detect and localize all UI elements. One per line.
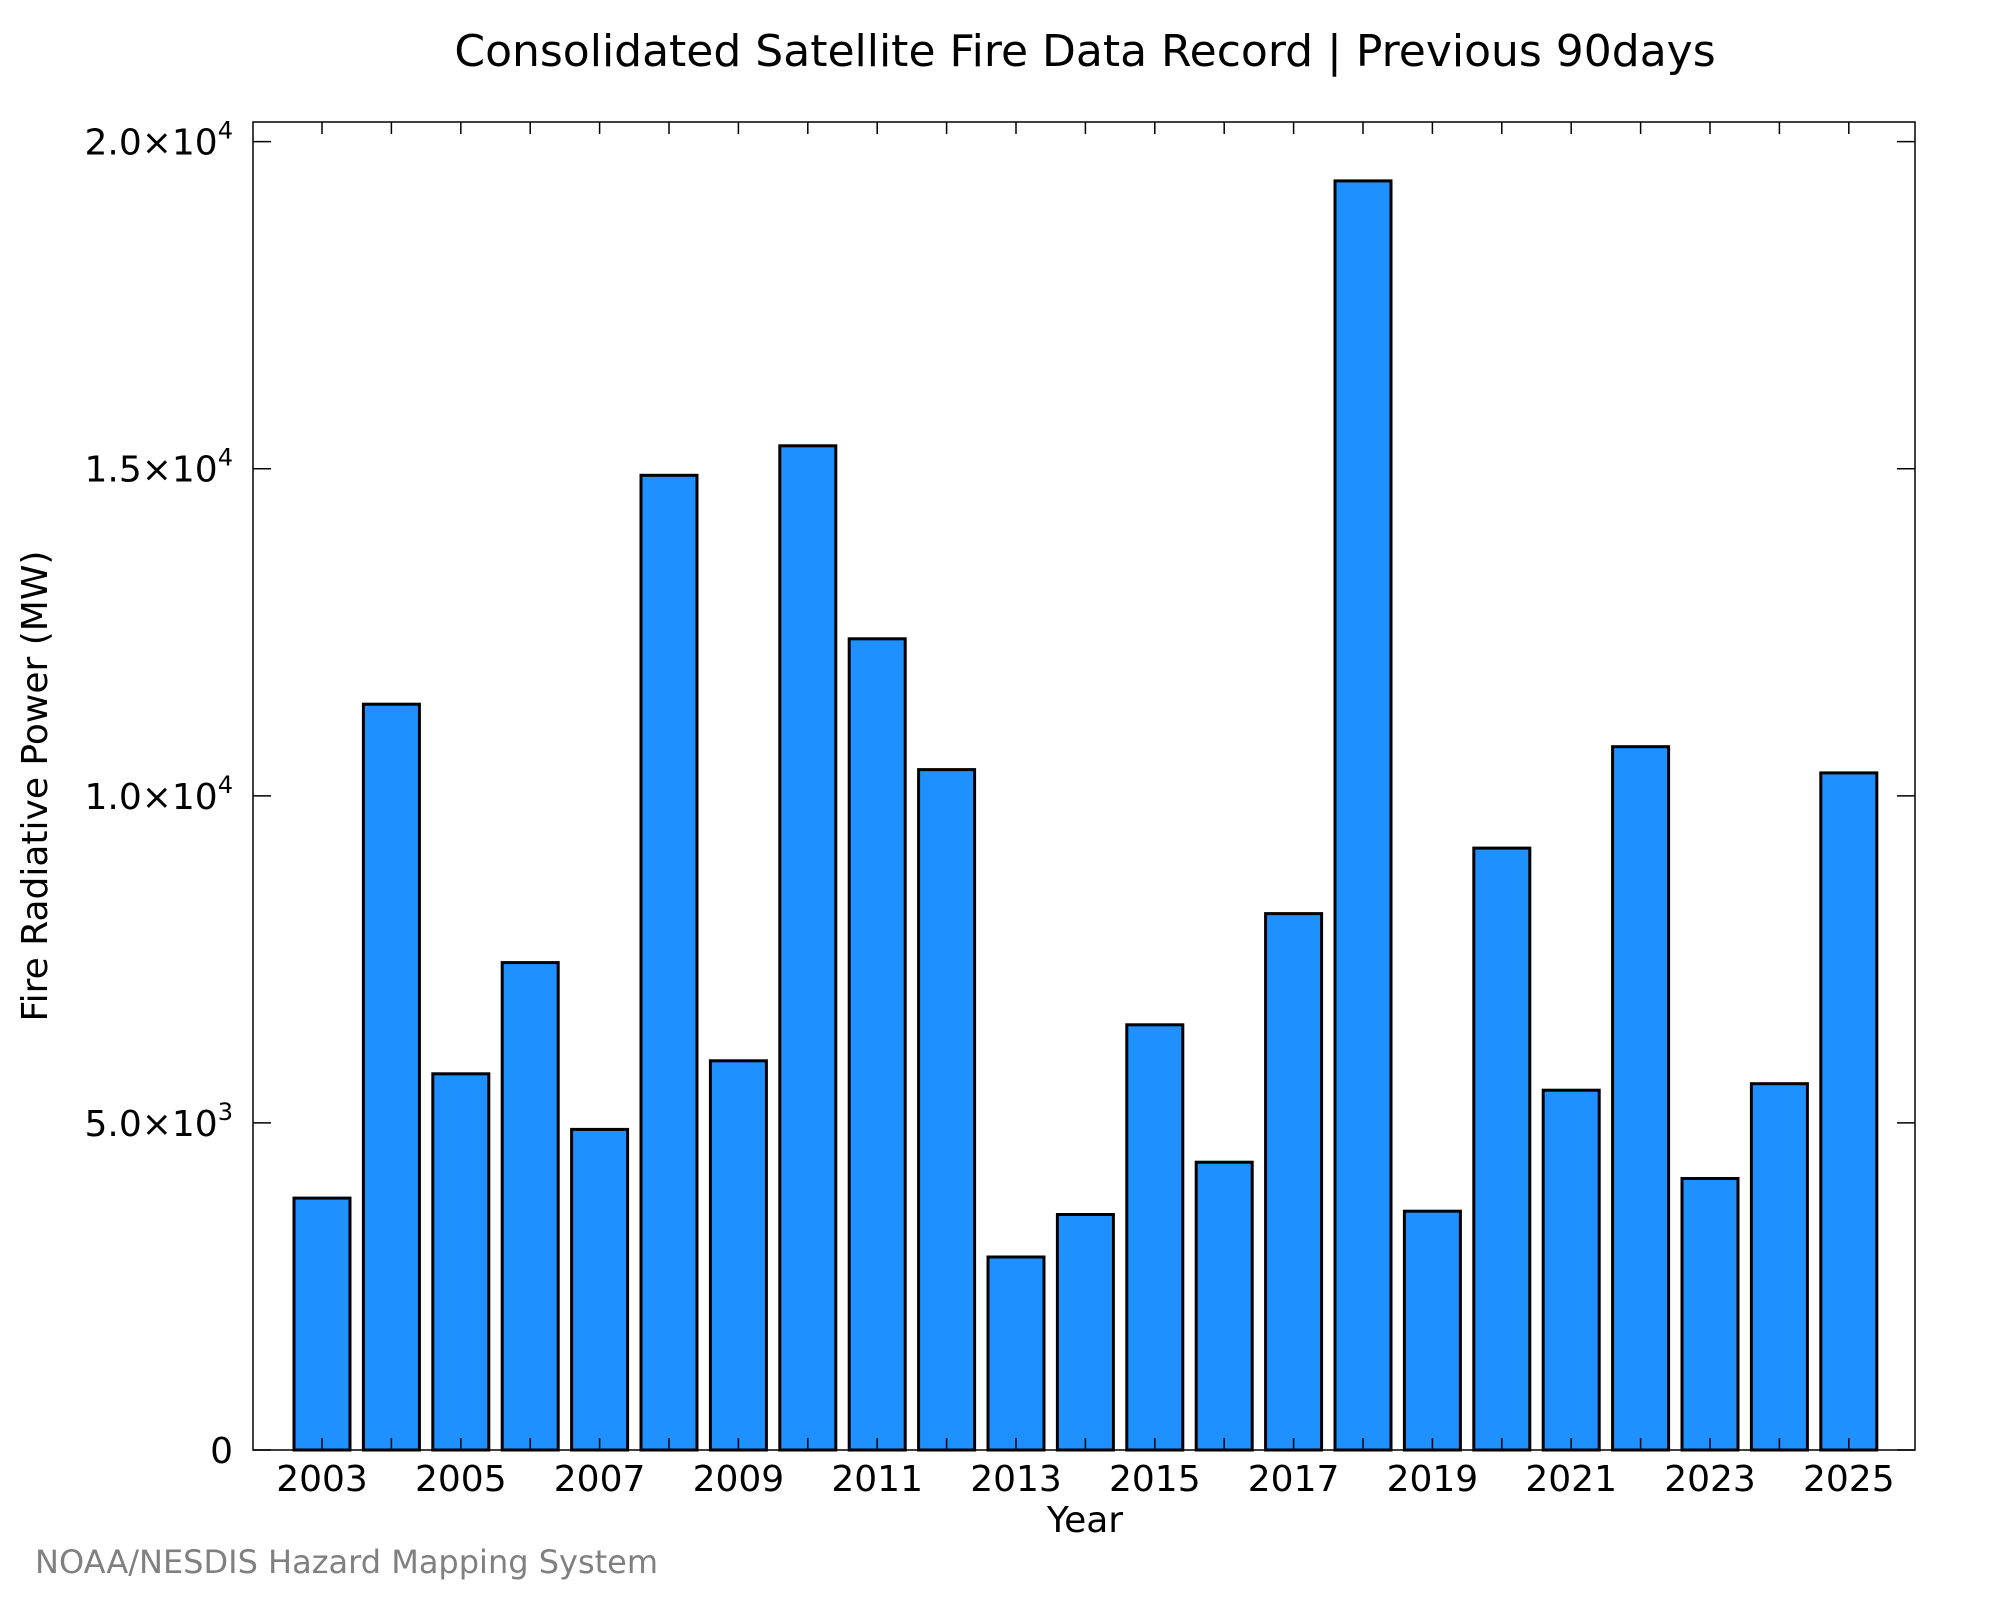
bar-2014: [1055, 1213, 1115, 1452]
x-ticks-group: 2003 2005 2007 2009 2011 2013 2015 2017 2019 2021…: [276, 122, 1895, 1500]
chart-title: Consolidated Satellite Fire Data Record …: [454, 26, 1715, 77]
bar-2023: [1680, 1177, 1740, 1452]
y-tick-mantissa-1: 5.0×10: [84, 1104, 217, 1145]
bar-2021: [1541, 1088, 1601, 1452]
x-tick-label-2025: 2025: [1803, 1459, 1895, 1500]
bar-2011: [847, 637, 907, 1452]
y-tick-mantissa-0: 0: [210, 1431, 233, 1472]
bar-2017: [1264, 912, 1324, 1452]
bar-2006: [500, 961, 560, 1452]
bar-2024: [1749, 1082, 1809, 1452]
bar-2008: [639, 473, 699, 1452]
y-tick-exponent-2: 4: [218, 771, 233, 799]
y-axis-label: Fire Radiative Power (MW): [15, 551, 56, 1022]
bar-2016: [1194, 1160, 1254, 1452]
x-tick-label-2005: 2005: [415, 1459, 507, 1500]
y-tick-mantissa-3: 1.5×10: [84, 450, 217, 491]
bar-2020: [1472, 846, 1532, 1452]
x-tick-label-2017: 2017: [1248, 1459, 1340, 1500]
bar-2010: [778, 444, 838, 1452]
y-tick-mantissa-4: 2.0×10: [84, 123, 217, 164]
y-tick-label-4: 2.0×104: [84, 117, 233, 164]
bar-2004: [361, 702, 421, 1452]
x-tick-label-2009: 2009: [693, 1459, 785, 1500]
y-tick-label-2: 1.0×104: [84, 771, 233, 818]
bar-2005: [431, 1072, 491, 1452]
bar-2009: [708, 1059, 768, 1452]
bar-2012: [917, 768, 977, 1452]
bar-2013: [986, 1255, 1046, 1452]
y-tick-exponent-3: 4: [218, 444, 233, 472]
bar-2003: [292, 1196, 352, 1452]
y-tick-label-0: 0: [210, 1431, 233, 1472]
bar-2019: [1402, 1209, 1462, 1452]
y-tick-mantissa-2: 1.0×10: [84, 777, 217, 818]
plot-frame: [252, 121, 1916, 1451]
x-tick-label-2007: 2007: [554, 1459, 646, 1500]
bar-2018: [1333, 179, 1393, 1452]
bar-2022: [1611, 745, 1671, 1452]
x-tick-label-2011: 2011: [831, 1459, 923, 1500]
y-tick-label-3: 1.5×104: [84, 444, 233, 491]
y-tick-exponent-4: 4: [218, 117, 233, 145]
x-tick-label-2003: 2003: [276, 1459, 368, 1500]
bar-2007: [570, 1127, 630, 1452]
x-tick-label-2015: 2015: [1109, 1459, 1201, 1500]
bar-2025: [1819, 771, 1879, 1452]
x-tick-label-2023: 2023: [1664, 1459, 1756, 1500]
x-tick-label-2013: 2013: [970, 1459, 1062, 1500]
x-axis-label: Year: [1046, 1500, 1123, 1541]
credit-text: NOAA/NESDIS Hazard Mapping System: [35, 1543, 658, 1581]
x-tick-label-2019: 2019: [1387, 1459, 1479, 1500]
y-tick-exponent-1: 3: [218, 1098, 233, 1126]
bar-2015: [1125, 1023, 1185, 1452]
y-tick-label-1: 5.0×103: [84, 1098, 233, 1145]
x-tick-label-2021: 2021: [1525, 1459, 1617, 1500]
bars-group: [292, 179, 1879, 1452]
